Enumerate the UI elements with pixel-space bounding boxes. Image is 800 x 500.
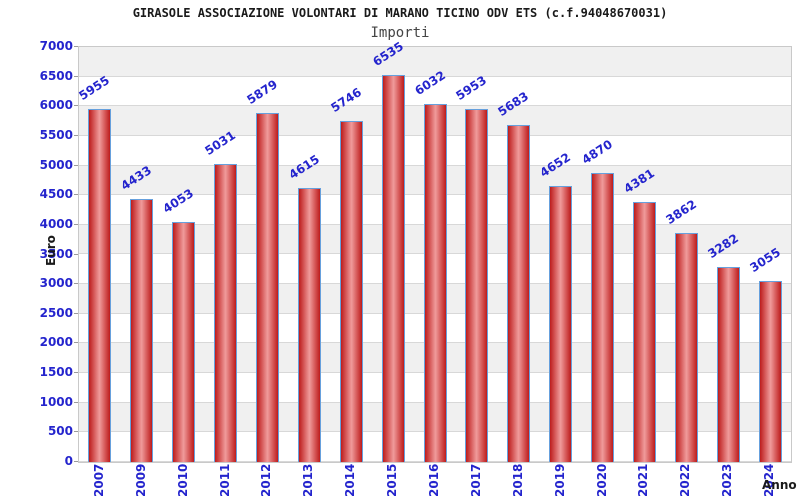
x-tick-label: 2023 <box>720 463 735 497</box>
bar-2017 <box>465 109 489 462</box>
bar-2024 <box>758 280 782 462</box>
y-tick-label: 4000 <box>39 216 73 231</box>
x-tick-label: 2012 <box>259 463 274 497</box>
y-tick-mark <box>74 223 78 225</box>
y-tick-label: 5500 <box>39 127 73 142</box>
x-tick-label: 2011 <box>217 463 232 497</box>
y-tick-label: 2500 <box>39 305 73 320</box>
chart-title: GIRASOLE ASSOCIAZIONE VOLONTARI DI MARAN… <box>132 6 668 20</box>
y-tick-mark <box>74 431 78 433</box>
y-tick-mark <box>74 75 78 77</box>
plot-area: 5955 4433 4053 5031 5879 4615 5746 6535 6032 5953… <box>77 39 792 463</box>
y-tick-mark <box>74 46 78 47</box>
x-tick-label: 2022 <box>678 463 693 497</box>
bar-2021 <box>632 202 656 462</box>
y-tick-mark <box>74 342 78 344</box>
bar-2013 <box>297 188 321 462</box>
chart-subtitle: Importi <box>370 25 430 41</box>
bar-2007 <box>88 108 112 462</box>
y-tick-mark <box>74 461 78 462</box>
grid-band <box>79 47 791 77</box>
grid-band <box>79 76 791 107</box>
y-tick-label: 500 <box>47 424 73 439</box>
y-tick-label: 2000 <box>39 335 73 350</box>
bar-2022 <box>674 233 698 462</box>
y-tick-label: 7000 <box>39 39 73 53</box>
bar-2010 <box>172 221 196 462</box>
y-tick-mark <box>74 194 78 196</box>
y-tick-mark <box>74 134 78 136</box>
y-tick-label: 3000 <box>39 276 73 291</box>
y-tick-label: 4500 <box>39 187 73 202</box>
y-tick-mark <box>74 164 78 166</box>
y-tick-label: 3500 <box>39 246 73 261</box>
x-tick-label: 2010 <box>175 463 190 497</box>
x-tick-label: 2015 <box>385 463 400 497</box>
bar-2019 <box>549 186 573 462</box>
bar-2014 <box>339 121 363 462</box>
bar-2023 <box>716 267 740 462</box>
y-tick-label: 1500 <box>39 365 73 380</box>
y-tick-label: 0 <box>64 454 73 468</box>
x-tick-label: 2017 <box>468 463 483 497</box>
y-tick-mark <box>74 312 78 314</box>
x-tick-label: 2013 <box>301 463 316 497</box>
bar-2018 <box>507 125 531 462</box>
y-tick-mark <box>74 105 78 107</box>
x-tick-label: 2009 <box>133 463 148 497</box>
y-tick-label: 6000 <box>39 98 73 113</box>
x-tick-label: 2014 <box>343 463 358 497</box>
x-axis-title: Anno <box>762 478 797 492</box>
x-tick-label: 2020 <box>594 463 609 497</box>
y-tick-mark <box>74 253 78 255</box>
bar-2016 <box>423 104 447 462</box>
y-tick-label: 1000 <box>39 394 73 409</box>
x-tick-label: 2018 <box>510 463 525 497</box>
x-tick-label: 2007 <box>91 463 106 497</box>
y-tick-mark <box>74 283 78 285</box>
bar-2020 <box>591 173 615 462</box>
y-tick-mark <box>74 372 78 374</box>
x-tick-label: 2019 <box>552 463 567 497</box>
bar-2012 <box>255 113 279 462</box>
x-tick-label: 2021 <box>636 463 651 497</box>
y-tick-mark <box>74 401 78 403</box>
y-tick-label: 5000 <box>39 157 73 172</box>
bar-2011 <box>214 163 238 462</box>
x-tick-label: 2016 <box>427 463 441 497</box>
bar-2015 <box>381 74 405 462</box>
y-tick-label: 6500 <box>39 68 73 83</box>
y-axis-title: Euro <box>44 235 58 266</box>
bar-2009 <box>130 199 154 462</box>
